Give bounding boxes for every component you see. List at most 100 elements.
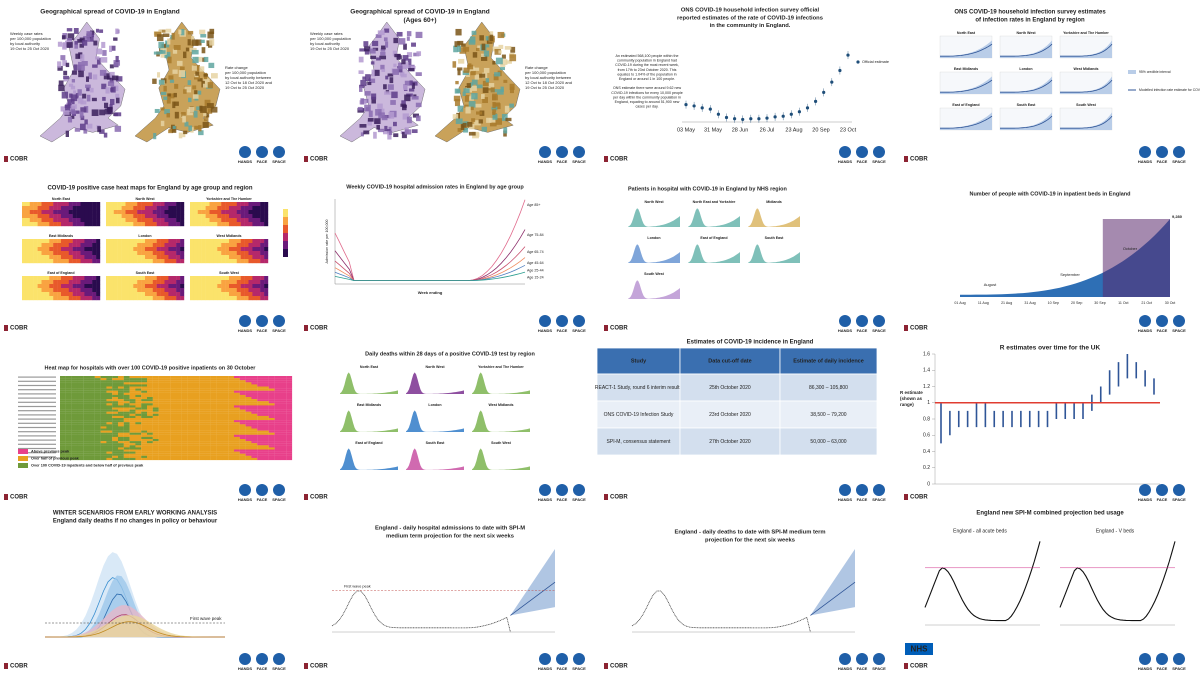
heat-cell xyxy=(164,218,169,223)
panel-title: Yorkshire and The Humber xyxy=(206,197,252,201)
slogan-icon xyxy=(839,146,851,158)
heat-cell xyxy=(229,259,234,264)
slogan: SPACE xyxy=(872,666,886,671)
heat-cell xyxy=(76,288,81,293)
heat-cell xyxy=(123,426,130,429)
heat-cell xyxy=(286,411,293,414)
heat-cell xyxy=(210,401,217,404)
heat-cell xyxy=(41,243,46,248)
cell-text: 50,000 – 63,000 xyxy=(810,439,846,445)
map-area xyxy=(167,38,171,45)
heat-cell xyxy=(106,445,113,448)
row-label xyxy=(18,452,56,454)
heat-cell xyxy=(221,206,226,211)
panel-title: South East xyxy=(136,271,156,275)
heat-cell xyxy=(71,407,78,410)
heat-cell xyxy=(123,428,130,431)
map-area xyxy=(387,84,394,90)
heat-cell xyxy=(92,292,97,297)
map-area xyxy=(153,132,157,140)
heat-cell xyxy=(164,259,169,264)
heat-cell xyxy=(76,276,81,281)
range-bar xyxy=(940,402,942,444)
heat-cell xyxy=(33,206,38,211)
range-bar xyxy=(1108,370,1111,395)
heat-cell xyxy=(199,447,206,450)
heat-cell xyxy=(170,453,177,456)
heat-cell xyxy=(89,403,95,406)
heat-cell xyxy=(22,251,27,256)
heat-cell xyxy=(222,399,229,402)
heat-cell xyxy=(213,243,218,248)
heat-cell xyxy=(106,292,111,297)
heat-cell xyxy=(210,445,217,448)
heat-cell xyxy=(217,218,222,223)
heat-cell xyxy=(84,222,89,227)
heat-cell xyxy=(251,392,258,395)
heat-cell xyxy=(264,259,269,264)
heat-cell xyxy=(280,439,287,442)
map-area xyxy=(105,87,110,94)
heat-cell xyxy=(222,449,229,452)
heat-cell xyxy=(88,255,93,260)
heat-cell xyxy=(156,247,161,252)
heat-cell xyxy=(251,409,258,412)
heat-cell xyxy=(193,284,198,289)
heat-cell xyxy=(60,394,66,398)
band xyxy=(940,76,992,94)
heat-cell xyxy=(199,445,206,448)
heat-cell xyxy=(123,405,130,408)
heat-cell xyxy=(83,376,90,379)
heat-cell xyxy=(193,214,198,219)
map-area xyxy=(474,67,480,71)
heat-cell xyxy=(280,426,287,429)
heat-cell xyxy=(199,449,206,452)
heat-cell xyxy=(181,426,188,429)
heat-cell xyxy=(251,390,258,393)
heat-cell xyxy=(112,382,119,385)
heat-cell xyxy=(225,288,230,293)
heat-cell xyxy=(176,259,181,264)
heat-cell xyxy=(274,422,281,425)
heat-cell xyxy=(112,380,119,383)
heat-cell xyxy=(280,403,287,406)
heat-cell xyxy=(65,413,72,416)
heat-cell xyxy=(180,247,185,252)
heat-cell xyxy=(176,284,181,289)
heat-cell xyxy=(112,384,119,387)
heat-cell xyxy=(118,392,124,395)
heat-cell xyxy=(210,405,217,408)
map-area xyxy=(485,44,490,48)
heat-cell xyxy=(251,384,258,387)
heat-cell xyxy=(68,280,73,285)
bed-line xyxy=(1059,541,1176,622)
heat-cell xyxy=(60,441,66,444)
heat-cell xyxy=(123,413,130,416)
slogan-icon xyxy=(1139,484,1151,496)
heat-cell xyxy=(135,394,142,398)
heat-cell xyxy=(45,214,50,219)
panel-title: London xyxy=(647,236,660,240)
heat-cell xyxy=(164,418,171,421)
label: Rate change xyxy=(525,65,548,70)
map-area xyxy=(501,59,508,65)
heat-cell xyxy=(80,218,85,223)
heat-cell xyxy=(61,255,66,260)
slogan: SPACE xyxy=(272,159,286,164)
map-area xyxy=(409,80,413,86)
heat-cell xyxy=(29,251,34,256)
cobr-logo xyxy=(604,156,608,162)
heat-cell xyxy=(135,388,142,391)
map-area xyxy=(61,35,66,40)
area xyxy=(748,208,800,227)
heat-cell xyxy=(268,432,275,435)
heat-cell xyxy=(152,405,159,408)
heat-cell xyxy=(57,239,62,244)
heat-cell xyxy=(89,405,95,408)
heat-cell xyxy=(222,447,229,450)
heat-cell xyxy=(239,411,246,414)
area xyxy=(628,208,680,227)
heat-cell xyxy=(135,384,142,387)
heat-cell xyxy=(112,394,119,398)
heat-cell xyxy=(280,411,287,414)
